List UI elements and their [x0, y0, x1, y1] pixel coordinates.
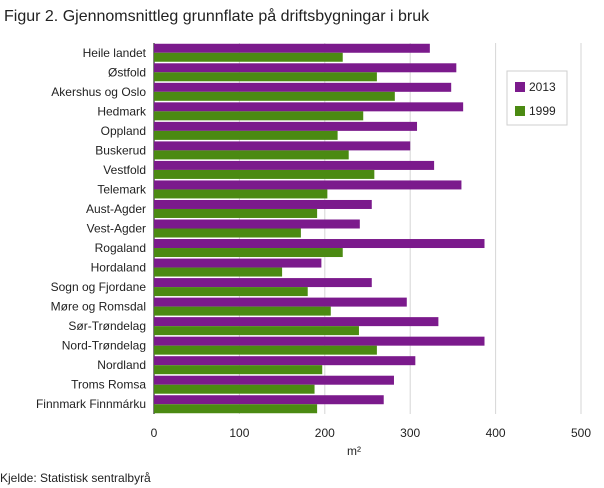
bar-1999-aust-agder — [154, 208, 318, 218]
bar-1999-oppland — [154, 130, 338, 140]
legend-label-1999: 1999 — [529, 104, 556, 118]
chart-title: Figur 2. Gjennomsnittleg grunnflate på d… — [4, 8, 430, 25]
category-label: Telemark — [97, 182, 147, 196]
bar-1999-vest-agder — [154, 228, 301, 238]
bar-2013-sogn-og-fjordane — [154, 278, 372, 288]
legend-swatch-1999 — [515, 106, 525, 116]
bar-1999-rogaland — [154, 248, 343, 258]
bar-2013-sør-trøndelag — [154, 317, 439, 327]
bar-1999-telemark — [154, 189, 328, 199]
category-label: Aust-Agder — [86, 202, 146, 216]
x-tick-label: 200 — [315, 426, 335, 440]
category-label: Troms Romsa — [71, 378, 146, 392]
bar-1999-finnmark-finnmárku — [154, 404, 318, 414]
bar-1999-vestfold — [154, 169, 375, 179]
bar-1999-troms-romsa — [154, 384, 315, 394]
category-labels: Heile landet Østfold Akershus og Oslo Hedma… — [36, 46, 147, 411]
bar-2013-møre-og-romsdal — [154, 297, 407, 307]
bar-2013-hordaland — [154, 258, 322, 268]
category-label: Finnmark Finnmárku — [36, 397, 146, 411]
x-axis-label: m² — [347, 444, 361, 458]
x-axis-ticks: 0 100 200 300 400 500 — [151, 426, 592, 440]
category-label: Oppland — [101, 124, 146, 138]
bar-2013-nordland — [154, 356, 416, 366]
x-tick-label: 100 — [229, 426, 249, 440]
bar-2013-buskerud — [154, 141, 411, 151]
bar-1999-nord-trøndelag — [154, 345, 377, 355]
bar-2013-vestfold — [154, 160, 435, 170]
bar-1999-akershus-og-oslo — [154, 91, 395, 101]
category-label: Østfold — [108, 65, 146, 79]
bar-1999-sør-trøndelag — [154, 326, 359, 336]
legend-label-2013: 2013 — [529, 80, 556, 94]
category-label: Heile landet — [83, 46, 147, 60]
category-label: Nordland — [97, 358, 146, 372]
bar-2013-nord-trøndelag — [154, 336, 485, 346]
bar-1999-buskerud — [154, 150, 349, 160]
bar-1999-hedmark — [154, 111, 364, 121]
bar-2013-troms-romsa — [154, 375, 394, 385]
bar-2013-hedmark — [154, 102, 464, 112]
bar-1999-sogn-og-fjordane — [154, 287, 308, 297]
category-label: Vestfold — [103, 163, 146, 177]
category-label: Hordaland — [91, 261, 146, 275]
category-label: Rogaland — [95, 241, 146, 255]
legend-swatch-2013 — [515, 82, 525, 92]
bar-1999-heile-landet — [154, 52, 343, 62]
source-note: Kjelde: Statistisk sentralbyrå — [0, 471, 151, 485]
x-tick-label: 400 — [486, 426, 506, 440]
legend: 2013 1999 — [506, 70, 568, 126]
x-tick-label: 300 — [400, 426, 420, 440]
bar-2013-aust-agder — [154, 199, 372, 209]
category-label: Sør-Trøndelag — [68, 319, 146, 333]
bar-1999-østfold — [154, 72, 377, 82]
bar-1999-møre-og-romsdal — [154, 306, 331, 316]
category-label: Hedmark — [97, 104, 147, 118]
bar-2013-telemark — [154, 180, 462, 190]
category-label: Buskerud — [95, 143, 146, 157]
category-label: Sogn og Fjordane — [51, 280, 147, 294]
category-label: Akershus og Oslo — [51, 85, 146, 99]
bar-2013-rogaland — [154, 239, 485, 249]
bar-1999-hordaland — [154, 267, 283, 277]
category-label: Møre og Romsdal — [51, 300, 146, 314]
bar-2013-østfold — [154, 63, 457, 73]
x-tick-label: 500 — [571, 426, 591, 440]
x-tick-label: 0 — [151, 426, 158, 440]
category-label: Vest-Agder — [87, 222, 146, 236]
category-label: Nord-Trøndelag — [62, 339, 146, 353]
bar-2013-vest-agder — [154, 219, 360, 229]
bar-2013-akershus-og-oslo — [154, 82, 452, 92]
bar-1999-nordland — [154, 365, 323, 375]
bars — [154, 43, 485, 414]
bar-2013-oppland — [154, 121, 418, 131]
bar-2013-finnmark-finnmárku — [154, 395, 384, 405]
bar-2013-heile-landet — [154, 43, 430, 53]
